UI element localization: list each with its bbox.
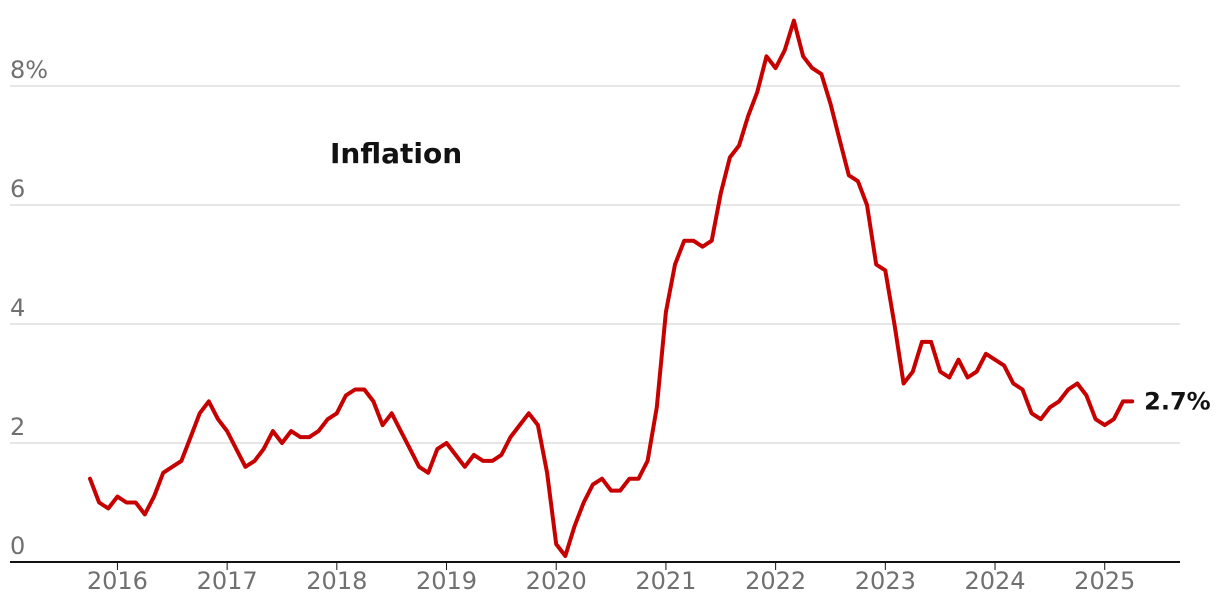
- inflation-series-line: [88, 18, 1135, 558]
- x-axis-tick-labels: 2016 2017 2018 2019 2020 2021 2022 2023 2024 2025: [87, 562, 1135, 595]
- x-tick-label: 2019: [416, 567, 477, 595]
- end-value-label: 2.7%: [1144, 387, 1211, 415]
- x-tick-label: 2016: [87, 567, 148, 595]
- y-axis-tick-labels: 0 2 4 6 8%: [10, 56, 48, 560]
- y-tick-label: 4: [10, 294, 25, 322]
- y-tick-label: 2: [10, 413, 25, 441]
- y-tick-label: 0: [10, 532, 25, 560]
- x-tick-label: 2021: [635, 567, 696, 595]
- x-tick-label: 2018: [306, 567, 367, 595]
- chart-title: Inflation: [330, 137, 462, 170]
- x-tick-label: 2023: [855, 567, 916, 595]
- x-tick-label: 2017: [197, 567, 258, 595]
- x-tick-label: 2020: [526, 567, 587, 595]
- gridlines: [10, 85, 1180, 444]
- x-tick-label: 2022: [745, 567, 806, 595]
- y-tick-label: 8%: [10, 56, 48, 84]
- x-tick-label: 2024: [964, 567, 1025, 595]
- y-tick-label: 6: [10, 175, 25, 203]
- x-tick-label: 2025: [1074, 567, 1135, 595]
